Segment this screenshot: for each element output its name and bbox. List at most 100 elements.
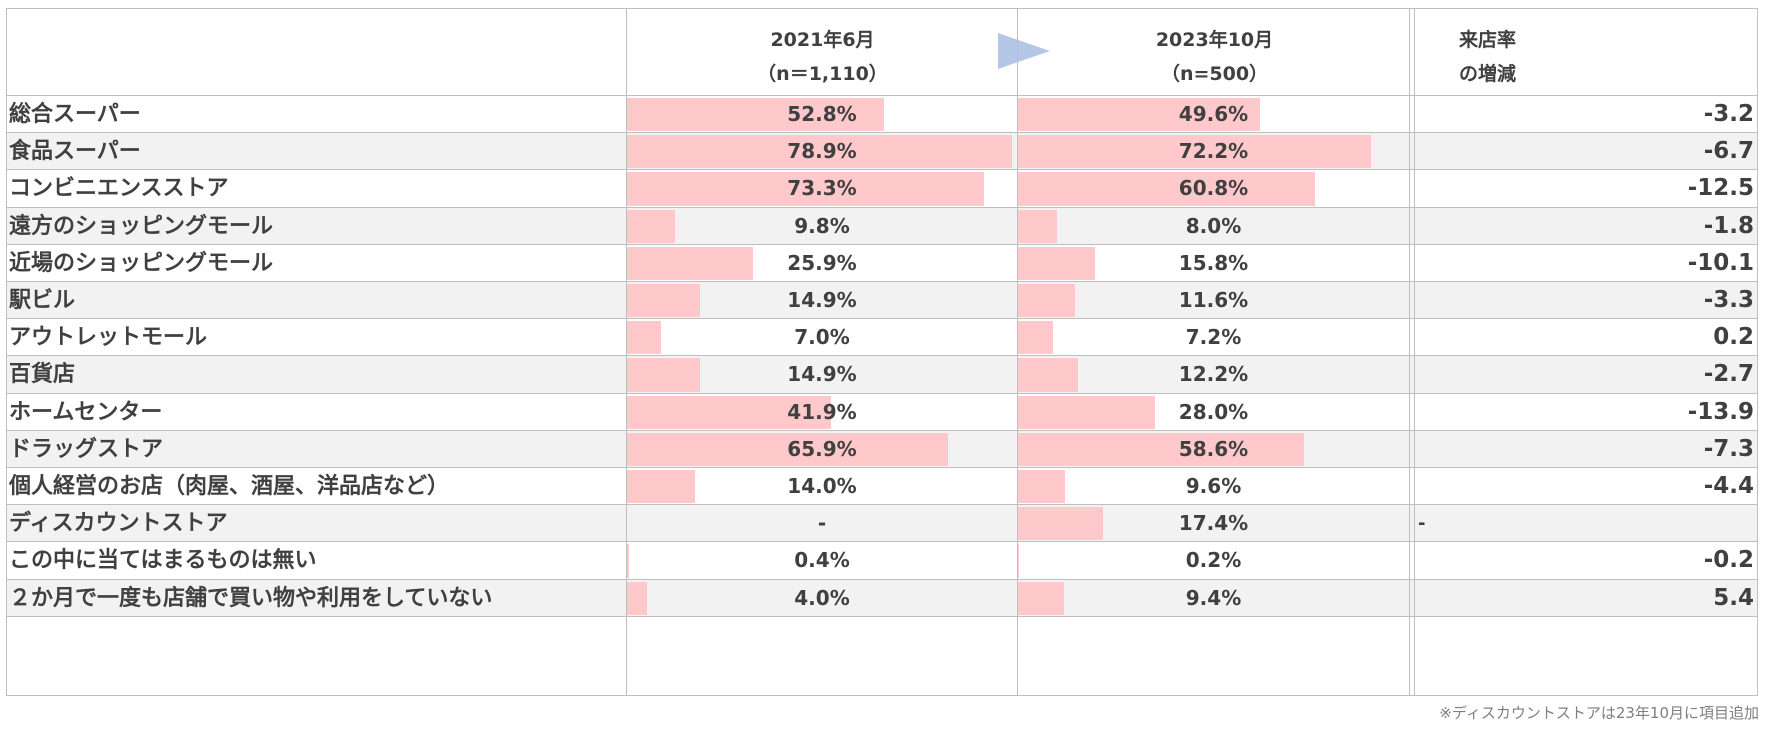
bar-2023 (1018, 284, 1075, 318)
row-label: 食品スーパー (9, 139, 141, 165)
bar-cell-2023: 8.0% (1018, 208, 1409, 245)
change-value: -3.3 (1703, 287, 1754, 313)
bar-2021 (627, 395, 832, 429)
value-label-2023: 9.4% (1185, 585, 1242, 610)
row-label: 遠方のショッピングモール (9, 213, 274, 239)
bar-2021 (627, 432, 949, 466)
bar-cell-2023: 7.2% (1018, 319, 1409, 356)
value-label-2021: 65.9% (787, 436, 857, 461)
bar-cell-2021: 14.9% (627, 356, 1017, 393)
row-label: 近場のショッピングモール (9, 250, 274, 276)
bar-cell-2023: 9.6% (1018, 468, 1409, 505)
right-arrow-icon (998, 33, 1050, 69)
bar-2021 (627, 284, 700, 318)
change-value: -0.2 (1703, 547, 1754, 574)
bar-cell-2021: 78.9% (627, 133, 1017, 170)
header-change-line1: 来店率 (1459, 29, 1517, 51)
value-label-2023: 9.6% (1185, 474, 1242, 498)
bar-2021 (627, 321, 662, 355)
change-value: -12.5 (1687, 175, 1754, 202)
bar-2021 (627, 358, 700, 392)
bar-cell-2021: 14.0% (627, 468, 1017, 505)
bar-cell-2021: 7.0% (627, 319, 1017, 356)
bar-2023 (1018, 246, 1096, 280)
table-row: 個人経営のお店（肉屋、酒屋、洋品店など） 14.0% 9.6% -4.4 (6, 468, 1758, 506)
header-change: 来店率 の増減 (1415, 8, 1758, 108)
value-label-2023: 0.2% (1185, 548, 1242, 573)
value-label-2023: 49.6% (1178, 102, 1249, 126)
bar-2023 (1018, 581, 1064, 615)
bar-cell-2023: 17.4% (1018, 505, 1409, 542)
bar-2021 (627, 246, 754, 280)
value-label-2021: 9.8% (794, 213, 850, 238)
change-value: -7.3 (1703, 435, 1754, 462)
bar-2023 (1018, 432, 1305, 466)
bar-cell-2023: 49.6% (1018, 96, 1409, 133)
divider-col2 (1017, 8, 1018, 696)
bar-cell-2023: 9.4% (1018, 580, 1409, 617)
value-label-2021: 73.3% (787, 176, 857, 201)
change-value: - (1418, 513, 1426, 535)
bar-cell-2023: 15.8% (1018, 245, 1409, 282)
table-row: 近場のショッピングモール 25.9% 15.8% -10.1 (6, 245, 1758, 282)
value-label-2023: 8.0% (1185, 213, 1242, 238)
header-2021-sample-size: （n＝1,110） (757, 63, 888, 85)
bar-cell-2023: 58.6% (1018, 431, 1409, 468)
table-row: ドラッグストア 65.9% 58.6% -7.3 (6, 430, 1758, 468)
bar-2021 (627, 544, 629, 578)
row-label: 個人経営のお店（肉屋、酒屋、洋品店など） (9, 474, 450, 499)
table-row: 総合スーパー 52.8% 49.6% -3.2 (6, 96, 1758, 134)
table-row: アウトレットモール 7.0% 7.2% 0.2 (6, 319, 1758, 357)
bar-2021 (627, 98, 885, 132)
bar-cell-2021: 0.4% (627, 542, 1017, 579)
bar-2021 (627, 209, 675, 243)
bar-cell-2023: 60.8% (1018, 170, 1409, 207)
value-label-2023: 12.2% (1178, 362, 1249, 387)
bar-2023 (1018, 395, 1155, 429)
bar-2023 (1018, 209, 1058, 243)
bar-cell-2021: 25.9% (627, 245, 1017, 282)
change-value: -2.7 (1703, 361, 1754, 388)
bar-2023 (1018, 321, 1054, 355)
bar-cell-2023: 72.2% (1018, 133, 1409, 170)
change-value: 0.2 (1713, 324, 1754, 351)
value-label-2021: 4.0% (794, 585, 850, 610)
bar-2023 (1018, 358, 1078, 392)
value-label-2021: 14.9% (787, 288, 857, 312)
table-row: この中に当てはまるものは無い 0.4% 0.2% -0.2 (6, 542, 1758, 580)
bar-cell-2021: 65.9% (627, 431, 1017, 468)
change-value: -1.8 (1703, 212, 1754, 239)
bar-cell-2021: 41.9% (627, 394, 1017, 431)
change-value: -6.7 (1703, 138, 1754, 165)
value-label-2023: 11.6% (1178, 288, 1249, 312)
header-2023-date: 2023年10月 (1155, 29, 1274, 51)
value-label-2021: 41.9% (787, 399, 857, 424)
change-value: -3.2 (1703, 101, 1754, 127)
bar-cell-2021: 4.0% (627, 580, 1017, 617)
header-divider (6, 95, 1758, 96)
value-label-2023: 58.6% (1178, 436, 1249, 461)
table-row: ホームセンター 41.9% 28.0% -13.9 (6, 394, 1758, 431)
bar-2023 (1018, 470, 1065, 504)
header-2023-sample-size: （n=500） (1160, 63, 1269, 85)
value-label-2023: 17.4% (1178, 511, 1249, 536)
bar-2021 (627, 581, 647, 615)
row-label: 百貨店 (9, 362, 76, 388)
value-label-2023: 15.8% (1178, 250, 1249, 275)
bar-cell-2023: 0.2% (1018, 542, 1409, 579)
bar-cell-2021: - (627, 505, 1017, 542)
row-label: ホームセンター (9, 399, 163, 425)
bar-2023 (1018, 507, 1104, 541)
table-row: コンビニエンスストア 73.3% 60.8% -12.5 (6, 170, 1758, 208)
table-row: 食品スーパー 78.9% 72.2% -6.7 (6, 133, 1758, 171)
row-label: コンビニエンスストア (9, 176, 229, 202)
comparison-table: 2021年6月 （n＝1,110） 2023年10月 （n=500） 来店率 の… (6, 8, 1758, 696)
header-change-line2: の増減 (1459, 63, 1517, 85)
value-label-2021: - (817, 511, 827, 536)
header-2021-date: 2021年6月 (770, 29, 875, 51)
bar-2021 (627, 135, 1012, 169)
value-label-2021: 52.8% (787, 102, 857, 126)
table-row: 駅ビル 14.9% 11.6% -3.3 (6, 282, 1758, 320)
value-label-2021: 25.9% (787, 250, 857, 275)
bar-cell-2021: 52.8% (627, 96, 1017, 133)
